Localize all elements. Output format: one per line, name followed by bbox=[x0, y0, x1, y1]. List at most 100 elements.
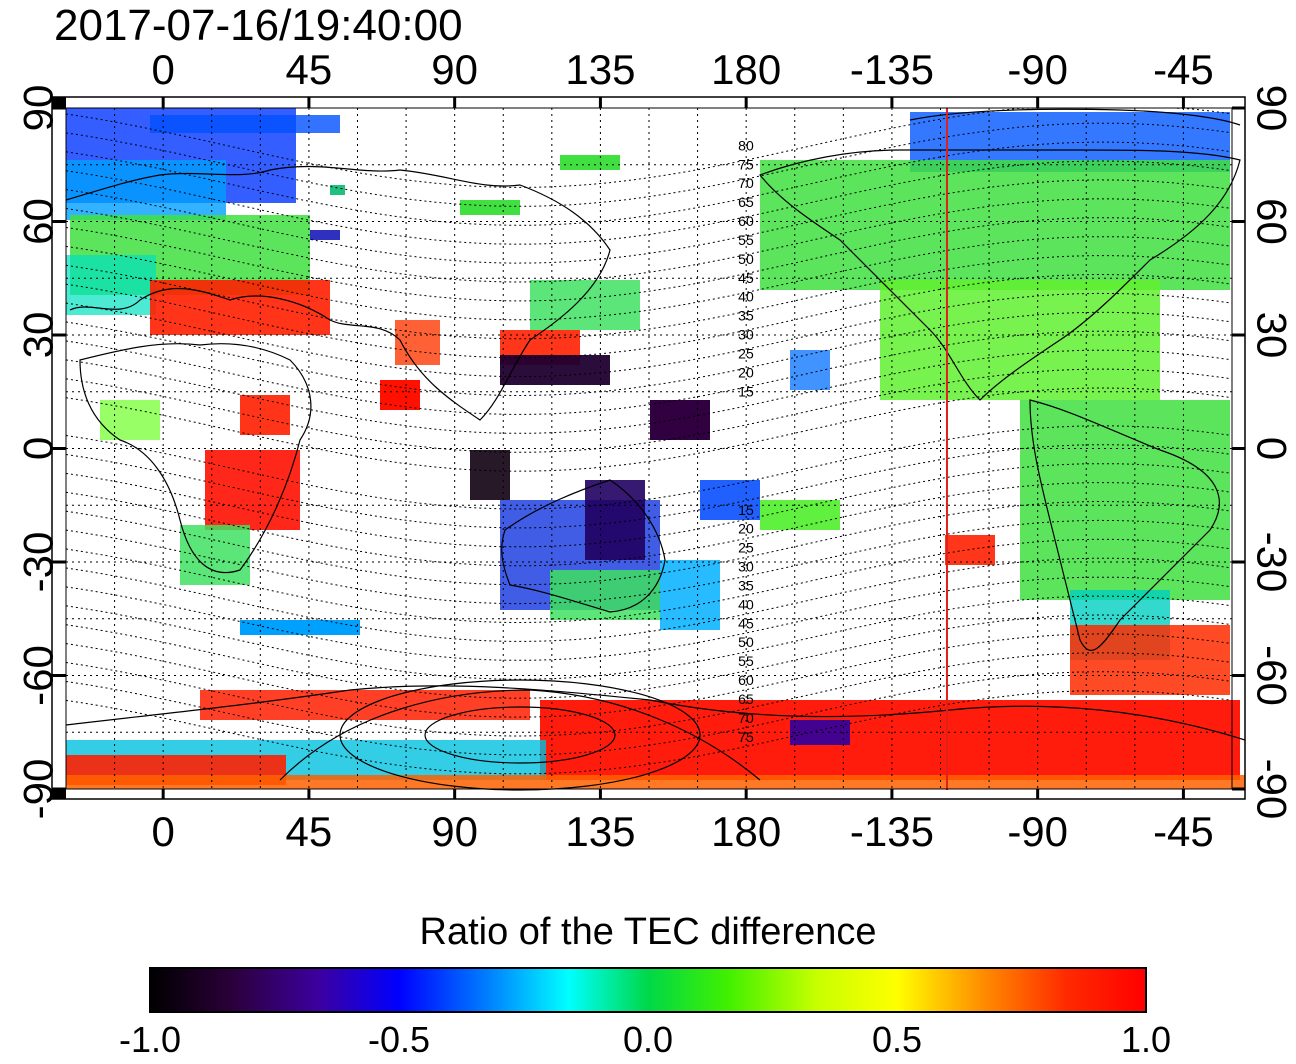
lon-tick-label-bottom: 90 bbox=[431, 808, 478, 855]
magnetic-latitude-curve bbox=[65, 614, 1233, 699]
data-patch bbox=[560, 155, 620, 170]
magnetic-latitude-label: 20 bbox=[738, 364, 754, 380]
magnetic-latitude-curve bbox=[65, 595, 1233, 680]
coastline-antarctica bbox=[65, 685, 1245, 741]
magnetic-latitude-label: 55 bbox=[738, 653, 754, 669]
data-patch bbox=[395, 320, 440, 365]
magnetic-latitude-label: 40 bbox=[738, 289, 754, 305]
lon-tick-label-top: -135 bbox=[850, 46, 934, 93]
lat-tick-label-right: -30 bbox=[1249, 532, 1296, 593]
coastline-europe-asia bbox=[65, 165, 611, 421]
magnetic-latitude-label: 60 bbox=[738, 672, 754, 688]
colorbar-tick-label: 0.0 bbox=[622, 1019, 674, 1060]
data-patch bbox=[66, 255, 156, 315]
data-patch bbox=[540, 700, 1240, 780]
lat-tick-label-right: -90 bbox=[1249, 759, 1296, 820]
magnetic-latitude-label: 40 bbox=[738, 596, 754, 612]
magnetic-latitude-curve bbox=[65, 349, 1233, 434]
lon-tick-label-bottom: 0 bbox=[151, 808, 174, 855]
data-patch bbox=[205, 450, 300, 530]
data-patch bbox=[880, 280, 1160, 400]
lat-tick-label-right: -60 bbox=[1249, 645, 1296, 706]
magnetic-latitude-curve bbox=[65, 444, 1233, 529]
magnetic-latitude-label: 25 bbox=[738, 345, 754, 361]
magnetic-latitude-label: 60 bbox=[738, 213, 754, 229]
map-scalebar-top bbox=[52, 97, 66, 108]
magnetic-latitude-label: 15 bbox=[738, 502, 754, 518]
magnetic-latitude-curve bbox=[65, 217, 1233, 302]
axes: 0045459090135135180180-135-135-90-90-45-… bbox=[15, 46, 1296, 855]
magnetic-latitude-curve bbox=[65, 330, 1233, 415]
data-patch bbox=[100, 400, 160, 440]
magnetic-latitude-label: 30 bbox=[738, 327, 754, 343]
magnetic-latitude-curve bbox=[65, 236, 1233, 321]
magnetic-latitude-label: 55 bbox=[738, 232, 754, 248]
lon-tick-label-top: 180 bbox=[711, 46, 781, 93]
data-patch bbox=[945, 535, 995, 565]
colorbar-tick-label: 1.0 bbox=[1120, 1019, 1172, 1060]
magnetic-latitude-label: 35 bbox=[738, 577, 754, 593]
magnetic-latitude-curve bbox=[65, 122, 1233, 207]
magnetic-latitude-label: 20 bbox=[738, 521, 754, 537]
magnetic-latitude-label: 15 bbox=[738, 383, 754, 399]
magnetic-latitude-labels: 80 75 70 65 60 55 50 45 40 35 30 25 20 15 15 20 25 30 35 40… bbox=[738, 137, 754, 744]
lon-tick-label-bottom: 135 bbox=[565, 808, 635, 855]
data-patch bbox=[500, 355, 610, 385]
magnetic-latitude-label: 45 bbox=[738, 270, 754, 286]
magnetic-latitude-label: 75 bbox=[738, 156, 754, 172]
magnetic-latitude-label: 75 bbox=[738, 729, 754, 745]
lon-tick-label-top: 135 bbox=[565, 46, 635, 93]
magnetic-contour bbox=[279, 689, 761, 781]
lat-tick-label-right: 60 bbox=[1249, 198, 1296, 245]
lon-tick-label-bottom: -135 bbox=[850, 808, 934, 855]
coastline-north-america bbox=[759, 149, 1241, 401]
data-patch bbox=[1070, 625, 1230, 695]
magnetic-latitude-label: 25 bbox=[738, 540, 754, 556]
data-patch bbox=[66, 775, 1245, 789]
data-patch bbox=[660, 560, 720, 630]
colorbar-tick-label: -0.5 bbox=[367, 1019, 431, 1060]
coastline-south-america bbox=[1029, 399, 1220, 651]
magnetic-latitude-label: 65 bbox=[738, 691, 754, 707]
data-patch bbox=[1020, 400, 1230, 600]
data-patch bbox=[550, 570, 660, 620]
data-patch bbox=[150, 115, 340, 133]
lon-tick-label-bottom: 45 bbox=[286, 808, 333, 855]
lat-tick-label-left: 0 bbox=[15, 437, 62, 460]
data-patch bbox=[150, 280, 330, 335]
magnetic-latitude-label: 50 bbox=[738, 634, 754, 650]
lon-tick-label-top: -90 bbox=[1007, 46, 1068, 93]
data-patch bbox=[760, 500, 840, 530]
magnetic-pole-contour bbox=[424, 706, 616, 764]
magnetic-latitude-curve bbox=[65, 368, 1233, 453]
data-patch bbox=[330, 185, 345, 195]
colorbar-gradient bbox=[149, 967, 1147, 1013]
lat-tick-label-right: 0 bbox=[1249, 437, 1296, 460]
data-patch bbox=[470, 450, 510, 500]
magnetic-latitude-label: 50 bbox=[738, 251, 754, 267]
data-patch bbox=[180, 525, 250, 585]
colorbar bbox=[149, 967, 1147, 1013]
magnetic-latitude-curve bbox=[65, 576, 1233, 661]
timestamp-title: 2017-07-16/19:40:00 bbox=[54, 1, 463, 50]
magnetic-latitude-label: 30 bbox=[738, 559, 754, 575]
lon-tick-label-bottom: -90 bbox=[1007, 808, 1068, 855]
colorbar-tick-label: 0.5 bbox=[871, 1019, 923, 1060]
lon-tick-label-top: -45 bbox=[1153, 46, 1214, 93]
lat-tick-label-right: 90 bbox=[1249, 85, 1296, 132]
magnetic-latitude-curve bbox=[65, 463, 1233, 548]
lon-tick-label-bottom: -45 bbox=[1153, 808, 1214, 855]
data-patch bbox=[585, 480, 645, 560]
data-patch bbox=[650, 400, 710, 440]
data-patch bbox=[380, 380, 420, 410]
magnetic-latitude-label: 70 bbox=[738, 710, 754, 726]
coastline-greenland bbox=[909, 108, 1241, 126]
map-scalebar-bottom bbox=[52, 789, 66, 799]
lon-tick-label-top: 90 bbox=[431, 46, 478, 93]
data-patch bbox=[310, 230, 340, 240]
magnetic-latitude-curve bbox=[65, 690, 1233, 775]
data-patch bbox=[530, 280, 640, 330]
magnetic-latitude-label: 65 bbox=[738, 194, 754, 210]
magnetic-latitude-label: 80 bbox=[738, 137, 754, 153]
magnetic-latitude-label: 45 bbox=[738, 615, 754, 631]
